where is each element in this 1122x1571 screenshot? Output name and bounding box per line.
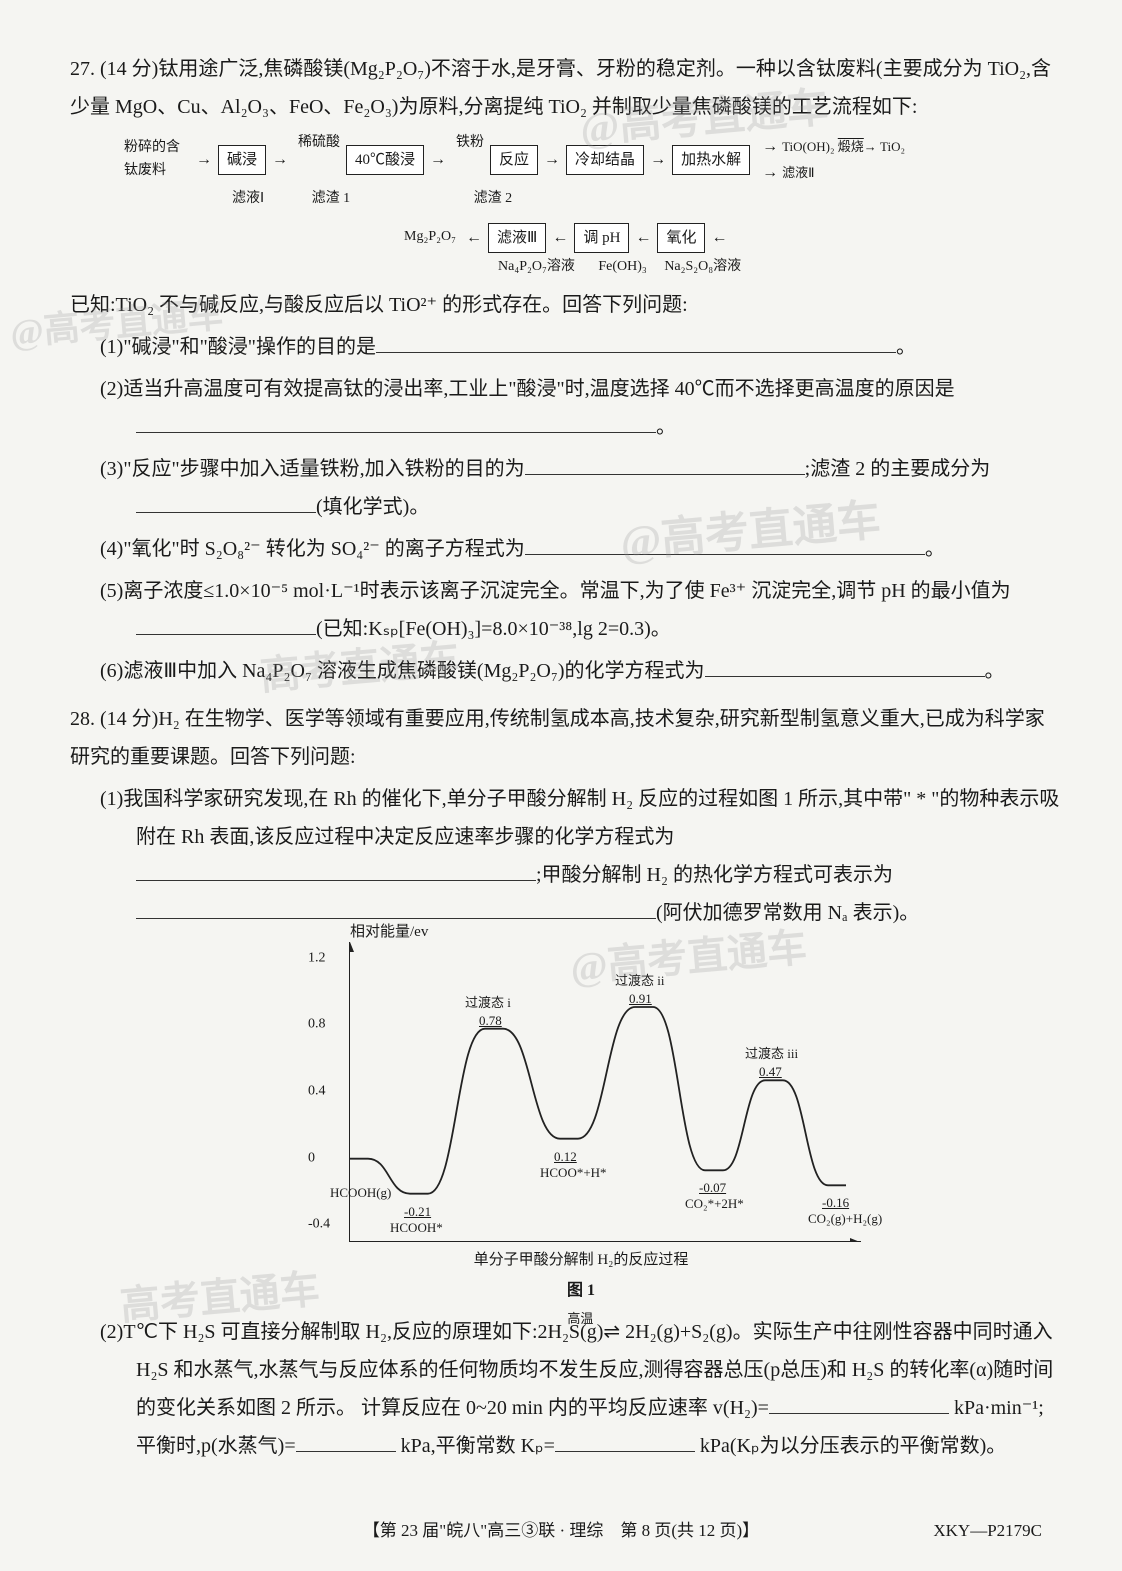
question-28: 28. (14 分)H₂ 在生物学、医学等领域有重要应用,传统制氢成本高,技术复… <box>70 700 1062 1465</box>
q27-1: (1)"碱浸"和"酸浸"操作的目的是 <box>100 336 376 358</box>
blank-line <box>136 861 536 881</box>
species-label: CO₂*+2H* <box>685 1192 744 1217</box>
flow-under: Na₄P₂O₇溶液 <box>498 259 575 274</box>
blank-line <box>376 333 896 353</box>
page-code: XKY—P2179C <box>933 1515 1042 1547</box>
flowchart: 粉碎的含钛废料 → 碱浸 → 稀硫酸 40℃酸浸 → 铁粉 反应 → 冷却结晶 … <box>120 134 1062 278</box>
blank-line <box>136 615 316 635</box>
q27-num: 27. <box>70 58 95 80</box>
blank-line <box>555 1432 695 1452</box>
flow-under: Na₂S₂O₈溶液 <box>664 259 741 274</box>
species-label: 过渡态 ii <box>615 969 664 994</box>
y-tick-label: -0.4 <box>308 1212 330 1239</box>
q28-2a: (2)T℃下 H₂S 可直接分解制取 H₂,反应的原理如下:2H₂S(g) <box>100 1321 603 1343</box>
q28-2d: kPa,平衡常数 Kₚ= <box>396 1435 555 1457</box>
arrow-right-icon: → <box>758 138 782 155</box>
blank-line <box>525 455 805 475</box>
flow-label: 铁粉 <box>452 132 488 154</box>
species-label: HCOOH* <box>390 1216 443 1241</box>
q27-5b: (已知:Kₛₚ[Fe(OH)₃]=8.0×10⁻³⁸,lg 2=0.3)。 <box>316 618 671 640</box>
x-axis-title: 单分子甲酸分解制 H₂的反应过程 <box>301 1246 861 1275</box>
flow-drain: 滤液Ⅰ <box>232 191 264 206</box>
blank-line <box>705 657 985 677</box>
flow-box: 冷却结晶 <box>566 145 644 175</box>
flow-under: Fe(OH)₃ <box>598 259 646 274</box>
question-27: 27. (14 分)钛用途广泛,焦磷酸镁(Mg₂P₂O₇)不溶于水,是牙膏、牙粉… <box>70 50 1062 690</box>
q27-3c: (填化学式)。 <box>316 496 429 518</box>
q27-3a: (3)"反应"步骤中加入适量铁粉,加入铁粉的目的为 <box>100 458 525 480</box>
flow-out: TiO₂ <box>880 139 905 154</box>
flow-box: 氧化 <box>657 223 705 253</box>
arrow-left-icon: ← <box>631 225 655 251</box>
flow-drain: 滤渣 1 <box>312 191 351 206</box>
q27-4: (4)"氧化"时 S₂O₈²⁻ 转化为 SO₄²⁻ 的离子方程式为 <box>100 538 525 560</box>
flow-box: 滤液Ⅲ <box>488 223 546 253</box>
flow-out: Mg₂P₂O₇ <box>400 226 460 248</box>
arrow-right-icon: → <box>758 164 782 181</box>
species-label: CO₂(g)+H₂(g) <box>808 1207 882 1232</box>
y-tick-label: 0 <box>308 1145 315 1172</box>
flow-box: 加热水解 <box>672 145 750 175</box>
blank-line <box>769 1394 949 1414</box>
arrow-right-icon: → <box>646 147 670 173</box>
arrow-left-icon: ← <box>462 225 486 251</box>
q28-1a: (1)我国科学家研究发现,在 Rh 的催化下,单分子甲酸分解制 H₂ 反应的过程… <box>100 788 1059 848</box>
arrow-left-icon: ← <box>707 225 731 251</box>
blank-line <box>136 413 656 433</box>
species-label: 过渡态 i <box>465 991 511 1016</box>
y-tick-label: 0.8 <box>308 1012 326 1039</box>
flow-box: 反应 <box>490 145 538 175</box>
flow-box: 40℃酸浸 <box>346 145 424 175</box>
q28-head: (14 分)H₂ 在生物学、医学等领域有重要应用,传统制氢成本高,技术复杂,研究… <box>70 708 1045 768</box>
flow-out: TiO(OH)₂ <box>782 139 834 154</box>
arrow-right-icon: → <box>268 147 292 173</box>
energy-chart: 相对能量/ev 1.20.80.40-0.4HCOOH(g)-0.21HCOOH… <box>301 942 861 1307</box>
q27-head: (14 分)钛用途广泛,焦磷酸镁(Mg₂P₂O₇)不溶于水,是牙膏、牙粉的稳定剂… <box>70 58 1051 118</box>
q27-3b: ;滤渣 2 的主要成分为 <box>805 458 991 480</box>
species-label: 过渡态 iii <box>745 1042 798 1067</box>
q27-known: 已知:TiO₂ 不与碱反应,与酸反应后以 TiO²⁺ 的形式存在。回答下列问题: <box>70 286 1062 324</box>
flow-input: 粉碎的含钛废料 <box>120 137 190 182</box>
blank-line <box>525 535 925 555</box>
q27-6: (6)滤液Ⅲ中加入 Na₄P₂O₇ 溶液生成焦磷酸镁(Mg₂P₂O₇)的化学方程… <box>100 660 705 682</box>
q28-1b: ;甲酸分解制 H₂ 的热化学方程式可表示为 <box>536 864 893 886</box>
blank-line <box>136 899 656 919</box>
flow-out: 煅烧 <box>838 139 864 154</box>
blank-line <box>136 493 316 513</box>
arrow-right-icon: → <box>192 147 216 173</box>
figure-caption: 图 1 <box>301 1276 861 1306</box>
flow-box: 碱浸 <box>218 145 266 175</box>
species-label: HCOO*+H* <box>540 1161 607 1186</box>
y-tick-label: 0.4 <box>308 1079 326 1106</box>
species-label: HCOOH(g) <box>330 1181 391 1206</box>
arrow-left-icon: ← <box>548 225 572 251</box>
flow-drain: 滤渣 2 <box>474 191 513 206</box>
q28-2e: kPa(Kₚ为以分压表示的平衡常数)。 <box>695 1435 1006 1457</box>
q27-2: (2)适当升高温度可有效提高钛的浸出率,工业上"酸浸"时,温度选择 40℃而不选… <box>100 378 955 400</box>
flow-label: 稀硫酸 <box>294 132 344 154</box>
q28-num: 28. <box>70 708 95 730</box>
q28-1c: (阿伏加德罗常数用 Nₐ 表示)。 <box>656 902 919 924</box>
flow-out: 滤液Ⅱ <box>782 165 814 180</box>
arrow-right-icon: → <box>540 147 564 173</box>
q27-5a: (5)离子浓度≤1.0×10⁻⁵ mol·L⁻¹时表示该离子沉淀完全。常温下,为… <box>100 580 1011 602</box>
y-tick-label: 1.2 <box>308 945 326 972</box>
chart-svg <box>350 942 860 1242</box>
arrow-right-icon: → <box>426 147 450 173</box>
flow-box: 调 pH <box>574 223 629 253</box>
blank-line <box>296 1432 396 1452</box>
